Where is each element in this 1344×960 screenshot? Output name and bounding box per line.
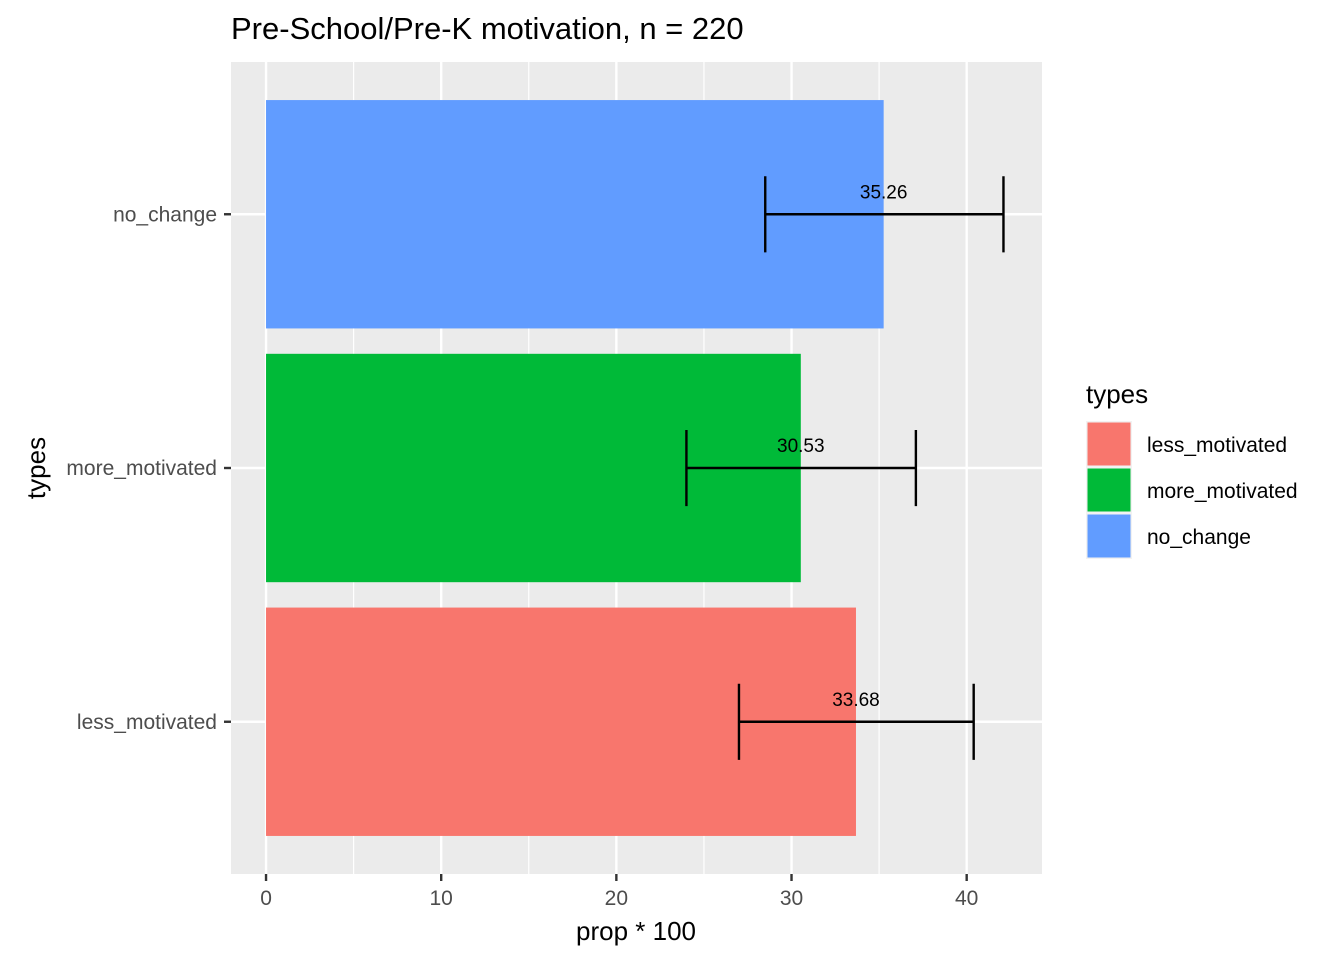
chart-title: Pre-School/Pre-K motivation, n = 220 [231,11,744,46]
y-tick-label-no_change: no_change [113,203,217,226]
legend-title: types [1086,379,1148,409]
x-tick-label: 10 [430,887,453,910]
x-tick-label: 40 [955,887,978,910]
x-axis: 0 10 20 30 40 [260,874,978,910]
legend-item-less_motivated: less_motivated [1086,421,1287,467]
y-axis-title: types [21,437,51,499]
error-bar-more_motivated [685,429,918,507]
error-bar-no_change [764,176,1005,253]
data-labels: 33.68 30.53 35.26 [777,182,907,711]
legend-label: no_change [1147,526,1251,549]
error-bars [685,176,1005,760]
error-bar-less_motivated [737,683,975,760]
x-tick-label: 0 [260,887,272,910]
x-tick-label: 20 [605,887,628,910]
y-tick-label-less_motivated: less_motivated [77,711,217,734]
legend-item-no_change: no_change [1086,513,1251,559]
data-label-less_motivated: 33.68 [832,690,880,711]
legend-label: more_motivated [1147,480,1298,503]
y-axis: less_motivated more_motivated no_change [66,203,231,734]
x-axis-title: prop * 100 [576,916,696,946]
x-tick-label: 30 [780,887,803,910]
legend-swatch [1087,422,1131,466]
legend-swatch [1087,514,1131,558]
legend-swatch [1087,468,1131,512]
legend-label: less_motivated [1147,434,1287,457]
data-label-more_motivated: 30.53 [777,436,825,457]
data-label-no_change: 35.26 [860,182,908,203]
legend-item-more_motivated: more_motivated [1086,467,1298,513]
y-tick-label-more_motivated: more_motivated [66,457,217,480]
legend-items: less_motivated more_motivated no_change [1086,421,1298,559]
legend: types less_motivated more_motivated no_cha… [1086,379,1298,559]
